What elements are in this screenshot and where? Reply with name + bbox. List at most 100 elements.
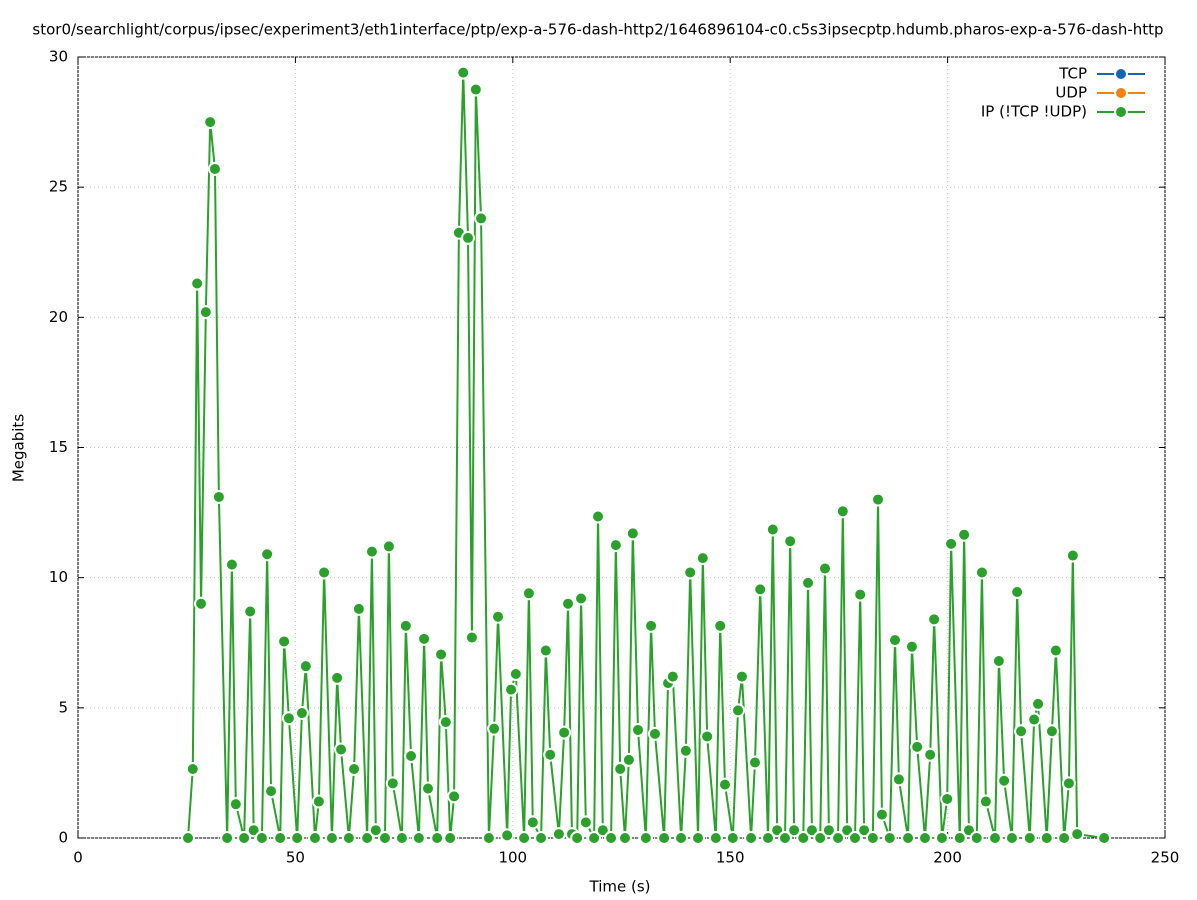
data-point [978, 794, 993, 809]
data-point [190, 276, 205, 291]
data-point [211, 489, 226, 504]
data-point [734, 669, 749, 684]
data-point [398, 618, 413, 633]
legend-marker [1114, 86, 1128, 100]
data-point [311, 794, 326, 809]
legend-label: IP (!TCP !UDP) [981, 103, 1087, 121]
data-point [434, 647, 449, 662]
data-point [203, 115, 218, 130]
data-point [621, 752, 636, 767]
data-point [904, 639, 919, 654]
data-point [700, 729, 715, 744]
data-point [404, 748, 419, 763]
data-point [264, 784, 279, 799]
y-tick-label: 25 [49, 178, 68, 196]
data-point [394, 831, 409, 845]
data-point [991, 653, 1006, 668]
data-point [783, 534, 798, 549]
data-point [695, 551, 710, 566]
data-point [224, 557, 239, 572]
data-point [747, 755, 762, 770]
data-point [638, 831, 653, 845]
data-point [604, 831, 619, 845]
data-point [377, 831, 392, 845]
data-point [1027, 712, 1042, 727]
data-point [421, 781, 436, 796]
data-point [678, 743, 693, 758]
data-point [910, 739, 925, 754]
data-point [674, 831, 689, 845]
chart-title: stor0/searchlight/corpus/ipsec/experimen… [32, 21, 1163, 39]
data-point [665, 669, 680, 684]
data-point [831, 831, 846, 845]
y-tick-label: 0 [58, 829, 68, 847]
data-point [744, 831, 759, 845]
data-point [456, 65, 471, 80]
data-point [917, 831, 932, 845]
data-point [934, 831, 949, 845]
data-point [468, 82, 483, 97]
data-point [534, 831, 549, 845]
data-point [887, 633, 902, 648]
data-point [713, 618, 728, 633]
data-point [220, 831, 235, 845]
data-point [381, 539, 396, 554]
data-point [901, 831, 916, 845]
data-point [1004, 831, 1019, 845]
data-point [324, 831, 339, 845]
data-point [198, 305, 213, 320]
data-point [430, 831, 445, 845]
legend-marker [1114, 105, 1128, 119]
y-tick-label: 10 [49, 568, 68, 586]
data-point [417, 631, 432, 646]
data-point [1010, 584, 1025, 599]
data-point [464, 630, 479, 645]
data-point [294, 706, 309, 721]
y-axis-label: Megabits [10, 414, 28, 482]
data-point [443, 831, 458, 845]
data-point [385, 776, 400, 791]
x-tick-label: 100 [498, 849, 527, 867]
data-point [821, 823, 836, 838]
data-point [753, 582, 768, 597]
data-point [708, 831, 723, 845]
data-point [330, 670, 345, 685]
data-point [847, 831, 862, 845]
data-point [334, 742, 349, 757]
data-point [538, 643, 553, 658]
data-point [1057, 831, 1072, 845]
data-point [644, 618, 659, 633]
data-point [1097, 831, 1112, 845]
data-point [1022, 831, 1037, 845]
data-point [631, 722, 646, 737]
data-point [853, 587, 868, 602]
data-point [617, 831, 632, 845]
data-point [804, 823, 819, 838]
data-point [717, 777, 732, 792]
x-tick-label: 200 [933, 849, 962, 867]
data-point [317, 565, 332, 580]
data-point [574, 591, 589, 606]
data-point [923, 747, 938, 762]
data-point [683, 565, 698, 580]
data-point [561, 596, 576, 611]
data-point [765, 522, 780, 537]
data-point [1065, 548, 1080, 563]
data-point [341, 831, 356, 845]
data-point [591, 509, 606, 524]
data-point [237, 831, 252, 845]
data-point [657, 831, 672, 845]
data-point [987, 831, 1002, 845]
data-point [691, 831, 706, 845]
data-point [725, 831, 740, 845]
x-tick-label: 50 [286, 849, 305, 867]
data-point [761, 831, 776, 845]
data-point [731, 703, 746, 718]
data-point [1070, 827, 1085, 842]
y-tick-label: 5 [58, 698, 68, 716]
data-point [525, 815, 540, 830]
data-point [874, 807, 889, 822]
data-point [625, 526, 640, 541]
